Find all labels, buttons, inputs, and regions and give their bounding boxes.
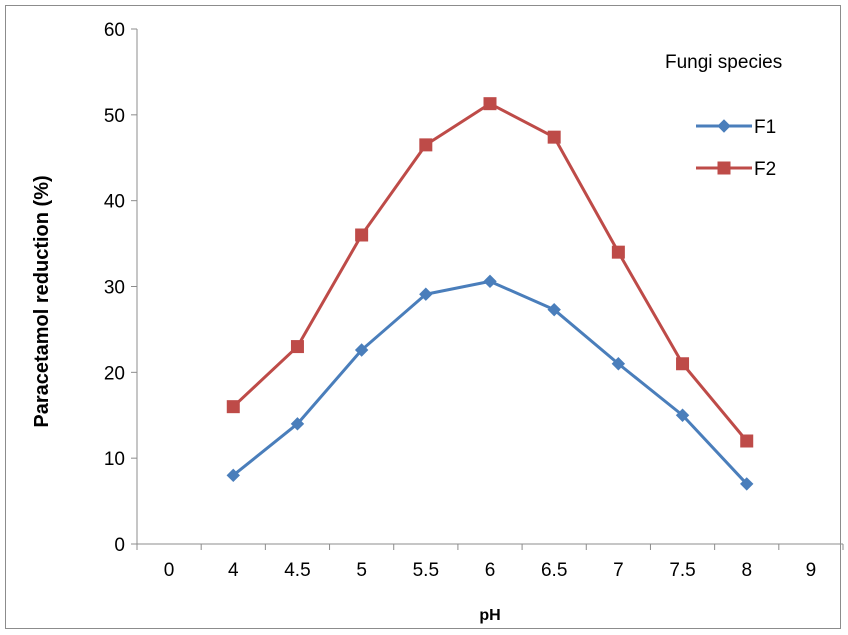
- x-tick-label: 4.5: [284, 560, 310, 581]
- series-f1: [226, 274, 754, 491]
- axes: [131, 28, 844, 550]
- data-point-f1: [675, 408, 690, 422]
- series-line-f2: [232, 102, 748, 442]
- series-line-f1: [232, 279, 748, 485]
- x-tick-label: 7.5: [669, 560, 695, 581]
- legend-marker: [717, 161, 731, 175]
- data-point-f2: [355, 228, 369, 242]
- data-point-f1: [483, 274, 497, 289]
- x-tick-label: 5: [356, 560, 367, 581]
- series-layer: [226, 97, 754, 491]
- x-tick-label: 8: [741, 560, 752, 581]
- x-tick-label: 7: [613, 560, 624, 581]
- chart-frame: [5, 5, 841, 629]
- data-point-f2: [547, 130, 561, 144]
- data-point-f2: [419, 138, 433, 152]
- data-point-f2: [483, 97, 497, 111]
- data-point-f1: [226, 468, 240, 483]
- data-point-f2: [290, 340, 304, 354]
- y-tick-label: 0: [114, 535, 125, 556]
- data-point-f2: [226, 400, 240, 414]
- legend-item-f1: F1: [696, 117, 776, 138]
- legend-label: F2: [754, 159, 776, 180]
- x-tick-label: 0: [164, 560, 175, 581]
- x-tick-label: 5.5: [413, 560, 439, 581]
- data-point-f2: [611, 245, 625, 259]
- series-f2: [226, 97, 754, 448]
- y-tick-label: 40: [104, 192, 125, 213]
- x-tick-label: 6.5: [541, 560, 567, 581]
- y-tick-label: 30: [104, 278, 125, 299]
- y-tick-label: 50: [104, 106, 125, 127]
- legend-title: Fungi species: [665, 52, 782, 73]
- data-point-f2: [740, 434, 754, 448]
- x-tick-label: 9: [806, 560, 817, 581]
- legend-item-f2: F2: [696, 159, 776, 180]
- labels-layer: 0 10 20 30 40 50 60 0 4 4.5 5 5.5 6 6.5 7 7.5 8 9: [104, 20, 816, 581]
- data-point-f1: [547, 302, 561, 317]
- y-tick-label: 20: [104, 363, 125, 384]
- data-point-f2: [676, 357, 690, 371]
- data-point-f1: [354, 343, 369, 357]
- legend: Fungi species F1 F2: [665, 52, 782, 180]
- y-tick-label: 60: [104, 20, 125, 41]
- legend-marker: [717, 119, 731, 133]
- data-point-f1: [290, 417, 305, 431]
- data-point-f1: [740, 477, 754, 491]
- x-axis-title: pH: [479, 607, 500, 624]
- y-axis-title: Paracetamol reduction (%): [31, 175, 53, 427]
- x-tick-label: 4: [228, 560, 239, 581]
- legend-label: F1: [754, 117, 776, 138]
- x-tick-label: 6: [485, 560, 496, 581]
- data-point-f1: [419, 287, 433, 301]
- data-point-f1: [611, 357, 626, 371]
- y-tick-label: 10: [104, 449, 125, 470]
